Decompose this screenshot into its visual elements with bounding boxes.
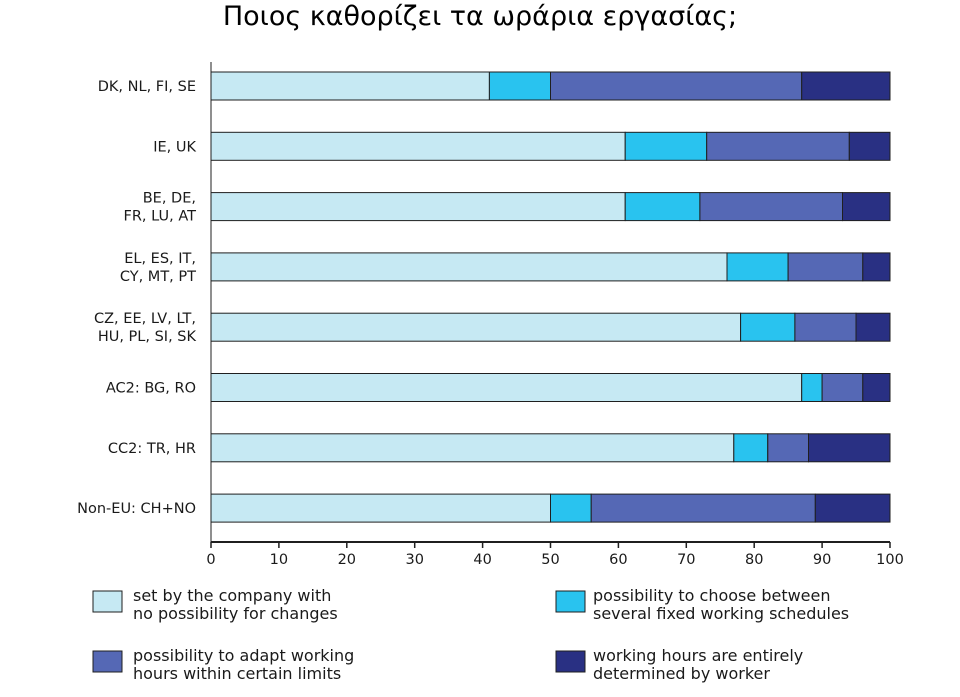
- legend-swatch-3: [92, 650, 123, 673]
- x-tick-label: 20: [338, 552, 356, 568]
- x-tick-label: 70: [677, 552, 695, 568]
- x-tick-label: 90: [813, 552, 831, 568]
- bar-segment-2-4: [848, 131, 891, 161]
- category-label: BE, DE,: [143, 191, 196, 207]
- legend-swatch-2: [555, 590, 586, 613]
- bar-segment-5-4: [855, 312, 891, 342]
- bar-segment-7-4: [808, 433, 891, 463]
- bar-segment-1-2: [488, 71, 551, 101]
- bar-segment-8-3: [590, 493, 816, 523]
- legend-label: several fixed working schedules: [593, 604, 849, 623]
- bar-segment-3-3: [699, 192, 844, 222]
- bars-layer: [210, 71, 891, 523]
- bar-segment-6-2: [801, 373, 823, 402]
- bar-segment-6-1: [210, 373, 803, 402]
- bar-segment-2-2: [624, 131, 708, 161]
- x-tick-label: 100: [876, 552, 904, 568]
- legend-swatch-4: [555, 650, 586, 673]
- bar-segment-2-3: [706, 131, 850, 161]
- bar-segment-3-2: [624, 192, 701, 222]
- bar-segment-8-4: [814, 493, 891, 523]
- bar-segment-4-1: [210, 252, 728, 282]
- page-title: Ποιος καθορίζει τα ωράρια εργασίας;: [222, 1, 738, 32]
- x-tick-label: 10: [270, 552, 288, 568]
- bar-segment-7-1: [210, 433, 735, 463]
- legend-label: possibility to choose between: [593, 586, 831, 605]
- bar-segment-4-3: [787, 252, 864, 282]
- bar-segment-2-1: [210, 131, 626, 161]
- bar-segment-1-3: [550, 71, 803, 101]
- x-tick-label: 40: [473, 552, 491, 568]
- category-label: DK, NL, FI, SE: [98, 79, 196, 95]
- legend-label: working hours are entirely: [593, 646, 803, 665]
- x-tick-label: 30: [405, 552, 423, 568]
- x-tick-label: 60: [609, 552, 627, 568]
- legend-label: determined by worker: [593, 664, 770, 683]
- category-label: FR, LU, AT: [124, 209, 197, 225]
- bar-segment-8-1: [210, 493, 551, 523]
- x-tick-label: 0: [206, 552, 215, 568]
- bar-segment-5-2: [740, 312, 796, 342]
- category-label: CC2: TR, HR: [108, 441, 196, 457]
- bar-segment-6-3: [821, 373, 864, 402]
- bar-segment-4-2: [726, 252, 789, 282]
- bar-segment-4-4: [862, 252, 891, 282]
- bar-segment-8-2: [550, 493, 592, 523]
- category-label: EL, ES, IT,: [124, 251, 196, 267]
- category-label: CY, MT, PT: [120, 269, 196, 285]
- bar-segment-7-2: [733, 433, 769, 463]
- bar-segment-3-1: [210, 192, 626, 222]
- legend-label: possibility to adapt working: [133, 646, 354, 665]
- legend-label: no possibility for changes: [133, 604, 338, 623]
- x-axis: 0 10 20 30 40 50 60 70 80 90 100: [206, 62, 904, 568]
- x-tick-label: 50: [541, 552, 559, 568]
- legend-label: set by the company with: [133, 586, 331, 605]
- bar-segment-6-4: [862, 373, 891, 402]
- bar-segment-5-1: [210, 312, 742, 342]
- category-label: IE, UK: [153, 139, 196, 155]
- category-label: AC2: BG, RO: [106, 381, 196, 397]
- bar-segment-1-4: [801, 71, 891, 101]
- legend-label: hours within certain limits: [133, 664, 341, 683]
- bar-segment-7-3: [767, 433, 809, 463]
- legend-swatch-1: [92, 590, 123, 613]
- category-label: HU, PL, SI, SK: [98, 329, 197, 345]
- bar-segment-1-1: [210, 71, 490, 101]
- category-labels: DK, NL, FI, SE IE, UK BE, DE, FR, LU, AT EL,…: [77, 79, 196, 517]
- x-tick-label: 80: [745, 552, 763, 568]
- category-label: Non-EU: CH+NO: [77, 501, 196, 517]
- bar-segment-5-3: [794, 312, 857, 342]
- category-label: CZ, EE, LV, LT,: [94, 311, 196, 327]
- bar-segment-3-4: [842, 192, 891, 222]
